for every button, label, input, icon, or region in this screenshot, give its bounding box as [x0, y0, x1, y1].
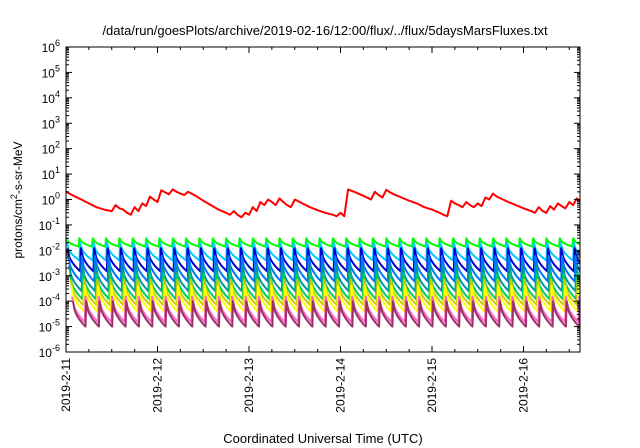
x-tick-label: 2019-2-16	[517, 358, 531, 413]
series-line-1	[66, 188, 580, 219]
x-tick-label: 2019-2-15	[425, 358, 439, 413]
y-tick-label: 106	[42, 38, 60, 55]
y-tick-label: 10-4	[39, 292, 60, 309]
y-tick-label: 10-6	[39, 343, 60, 360]
y-tick-label: 100	[42, 191, 60, 208]
series-line-9	[70, 284, 580, 313]
y-tick-label: 10-2	[39, 241, 60, 258]
axis-layer: 10-6 10-5 10-4 10-3 10-2 10-1 100 101 102 103 104 1…	[39, 38, 580, 413]
y-tick-label: 10-1	[39, 216, 60, 233]
y-tick-label: 10-5	[39, 318, 60, 335]
x-tick-label: 2019-2-14	[334, 358, 348, 413]
y-tick-label: 10-3	[39, 267, 60, 284]
series-line-4	[66, 247, 580, 273]
y-tick-label: 101	[42, 165, 60, 182]
y-tick-label: 102	[42, 140, 60, 157]
y-axis-label: protons/cm2-s-sr-MeV	[9, 141, 25, 258]
series-line-6	[68, 264, 580, 293]
series-line-3	[66, 241, 580, 262]
x-tick-label: 2019-2-11	[59, 358, 73, 412]
x-tick-label: 2019-2-12	[151, 358, 165, 413]
y-tick-label: 104	[42, 89, 60, 106]
x-tick-label: 2019-2-13	[242, 358, 256, 413]
series-layer	[66, 188, 580, 328]
series-line-11	[71, 300, 580, 328]
series-line-5	[67, 255, 580, 283]
y-tick-label: 103	[42, 114, 60, 131]
series-line-2	[66, 237, 580, 248]
chart-title: /data/run/goesPlots/archive/2019-02-16/1…	[102, 23, 548, 38]
x-axis-label: Coordinated Universal Time (UTC)	[223, 431, 422, 446]
y-tick-label: 105	[42, 63, 60, 80]
